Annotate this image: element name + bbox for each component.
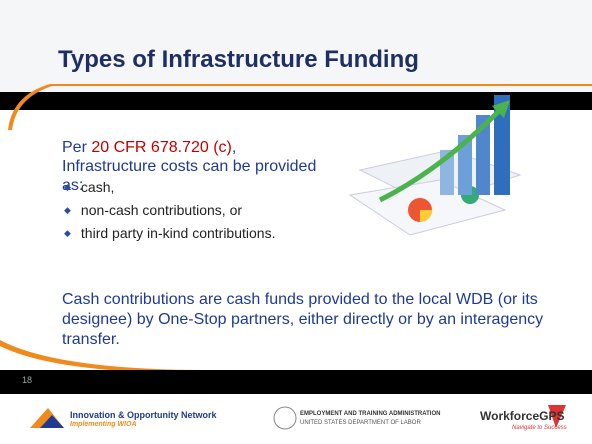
ion-tagline: Implementing WIOA xyxy=(70,421,137,428)
eta-department: UNITED STATES DEPARTMENT OF LABOR xyxy=(300,420,421,426)
eta-name: EMPLOYMENT AND TRAINING ADMINISTRATION xyxy=(300,411,441,417)
gps-logo xyxy=(548,405,566,428)
slide-title: Types of Infrastructure Funding xyxy=(58,46,419,73)
bottom-curve xyxy=(0,340,230,374)
top-band xyxy=(0,92,592,110)
title-area xyxy=(0,0,592,92)
ion-logo xyxy=(30,408,64,428)
page-number: 18 xyxy=(22,375,33,385)
gps-name: WorkforceGPS xyxy=(480,409,565,423)
bullet-list: cash,non-cash contributions, orthird par… xyxy=(64,178,276,247)
citation: 20 CFR 678.720 (c) xyxy=(91,139,232,156)
dol-seal xyxy=(273,406,297,430)
gps-tagline: Navigate to Success xyxy=(512,425,567,431)
bullet: cash, xyxy=(64,178,275,201)
bullet: non-cash contributions, or xyxy=(64,201,275,224)
bottom-band xyxy=(0,370,592,394)
paragraph: Cash contributions are cash funds provid… xyxy=(62,291,544,348)
intro-before: Per xyxy=(62,139,92,156)
chart-illustration xyxy=(348,95,522,236)
ion-name: Innovation & Opportunity Network xyxy=(70,410,217,420)
bullet: third party in-kind contributions. xyxy=(64,224,276,247)
